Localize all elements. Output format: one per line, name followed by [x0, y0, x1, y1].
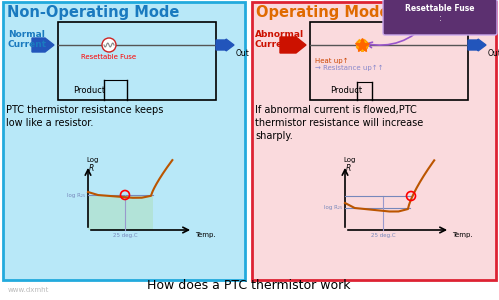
- Text: Normal
Current: Normal Current: [8, 30, 47, 50]
- Text: How does a PTC thermistor work: How does a PTC thermistor work: [147, 279, 351, 292]
- Text: 25 deg.C: 25 deg.C: [113, 233, 137, 238]
- Text: Heat up↑: Heat up↑: [315, 58, 348, 64]
- Text: Product: Product: [330, 86, 362, 95]
- Text: Temp.: Temp.: [452, 232, 473, 238]
- Bar: [3, 2, 245, 280]
- Polygon shape: [88, 195, 153, 230]
- Text: Temp.: Temp.: [195, 232, 216, 238]
- FancyArrow shape: [468, 39, 486, 51]
- Bar: [252, 2, 496, 280]
- Text: R: R: [346, 164, 351, 173]
- Text: Out: Out: [236, 49, 250, 58]
- FancyArrow shape: [280, 37, 306, 53]
- Text: Resettable Fuse: Resettable Fuse: [405, 4, 475, 13]
- Text: log R₂₅: log R₂₅: [67, 193, 85, 197]
- Text: Product: Product: [73, 86, 105, 95]
- FancyArrow shape: [32, 38, 54, 52]
- Text: Out: Out: [488, 49, 499, 58]
- Text: PTC thermistor resistance keeps
low like a resistor.: PTC thermistor resistance keeps low like…: [6, 105, 163, 128]
- Bar: [310, 22, 468, 100]
- Text: 25 deg.C: 25 deg.C: [371, 233, 395, 238]
- Text: R: R: [89, 164, 94, 173]
- Text: Abnormal
Current: Abnormal Current: [255, 30, 304, 50]
- Text: → Resistance up↑↑: → Resistance up↑↑: [315, 65, 384, 71]
- Text: If abnormal current is flowed,PTC
thermistor resistance will increase
sharply.: If abnormal current is flowed,PTC thermi…: [255, 105, 423, 141]
- Text: log R₂₅: log R₂₅: [324, 206, 342, 211]
- Text: Operating Mode: Operating Mode: [256, 5, 390, 20]
- Circle shape: [102, 38, 116, 52]
- FancyArrow shape: [216, 39, 234, 51]
- Text: www.dxmht: www.dxmht: [8, 287, 49, 293]
- Text: Non-Operating Mode: Non-Operating Mode: [7, 5, 179, 20]
- Bar: [58, 22, 216, 100]
- Text: Log: Log: [343, 157, 355, 163]
- FancyBboxPatch shape: [383, 0, 497, 35]
- Text: Resettable Fuse: Resettable Fuse: [81, 54, 137, 60]
- Text: Log: Log: [86, 157, 98, 163]
- Text: :: :: [439, 14, 442, 23]
